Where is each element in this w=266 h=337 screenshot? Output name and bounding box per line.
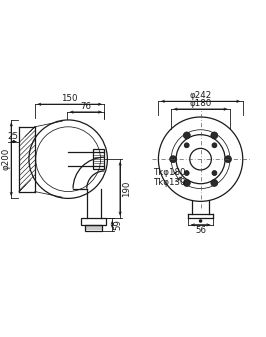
Bar [85,225,102,231]
Circle shape [211,180,218,186]
Text: 25: 25 [7,131,18,141]
Text: 150: 150 [61,94,78,103]
Text: 56: 56 [195,226,206,235]
Circle shape [212,143,217,148]
Text: 59: 59 [114,219,123,230]
Circle shape [184,132,190,139]
Circle shape [184,180,190,186]
Circle shape [211,132,218,139]
Text: 190: 190 [122,180,131,197]
Text: φ242: φ242 [189,91,212,100]
Circle shape [199,219,202,223]
Text: 76: 76 [80,102,91,111]
Text: Tkφ130: Tkφ130 [153,178,186,187]
Circle shape [212,171,217,176]
Circle shape [170,156,177,163]
Bar [81,218,106,225]
Circle shape [184,143,189,148]
Bar [93,149,105,169]
Text: φ180: φ180 [189,99,212,108]
Text: φ200: φ200 [1,148,10,170]
Text: Tkφ180: Tkφ180 [153,168,186,177]
Circle shape [225,156,231,163]
Circle shape [184,171,189,176]
